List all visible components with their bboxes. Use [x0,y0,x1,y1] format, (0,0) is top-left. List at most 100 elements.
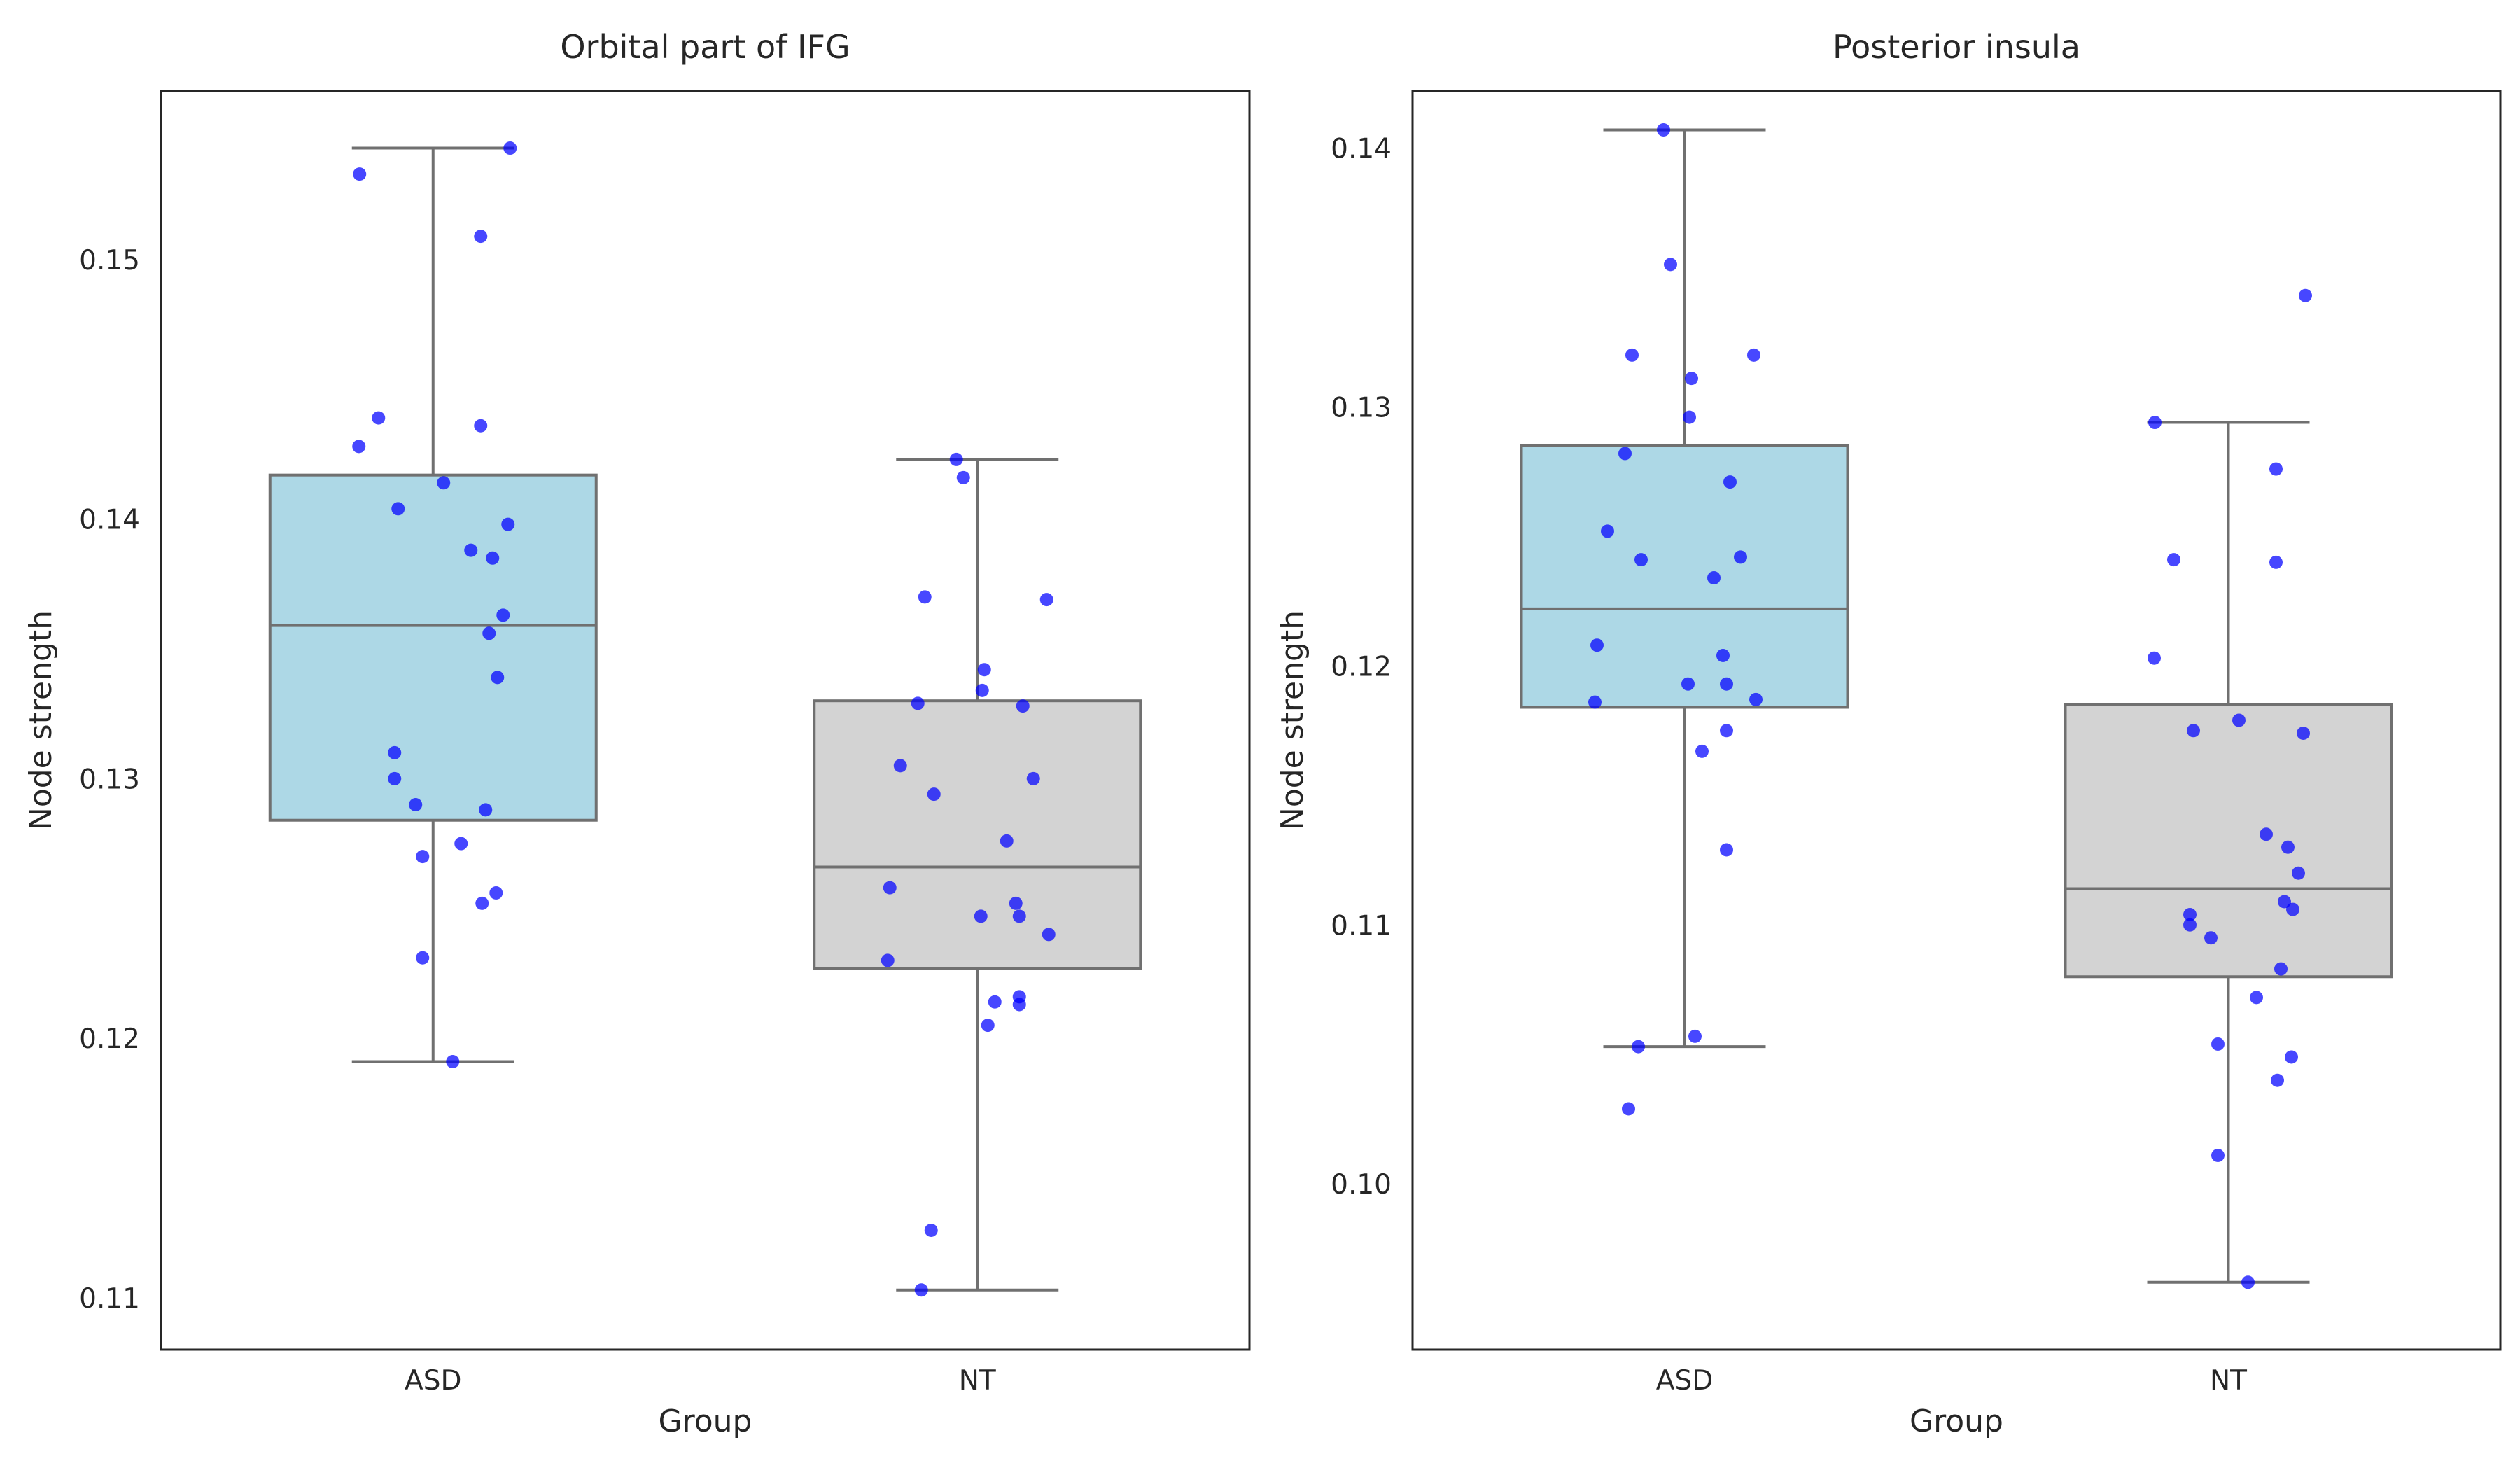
box-nt [813,699,1142,970]
data-point [2269,555,2283,569]
box-nt [2064,703,2393,979]
data-point [1026,771,1040,785]
data-point [2278,895,2291,909]
data-point [1040,593,1054,607]
data-point [2211,1149,2225,1163]
data-point [1625,348,1639,362]
data-point [1681,677,1695,691]
y-tick-label: 0.15 [79,245,140,276]
data-point [2292,866,2305,880]
x-tick-label: NT [2210,1365,2247,1396]
data-point [974,909,988,923]
data-point [975,683,989,697]
y-tick-label: 0.11 [79,1283,140,1315]
data-point [1622,1102,1635,1116]
data-point [1664,258,1677,272]
data-point [2250,990,2263,1004]
data-point [2281,840,2295,854]
data-point [924,1223,938,1237]
data-point [883,881,897,895]
data-point [1685,372,1698,386]
x-axis-label: Group [1910,1404,2003,1439]
x-tick-label: ASD [1656,1365,1713,1396]
data-point [1634,553,1648,567]
data-point [372,411,386,425]
data-point [2269,462,2283,476]
data-point [911,696,925,710]
box-asd [1520,444,1849,709]
data-point [2274,962,2288,976]
data-point [1695,744,1709,758]
x-tick-label: NT [959,1365,996,1396]
y-tick-label: 0.14 [1331,133,1392,164]
data-point [486,551,500,565]
data-point [1632,1040,1645,1054]
data-point [2187,724,2200,738]
data-point [2183,907,2197,921]
data-point [2260,827,2273,841]
data-point [949,452,963,466]
data-point [1012,909,1026,923]
y-axis-label: Node strength [1275,610,1310,830]
data-point [1009,896,1023,910]
data-point [1588,695,1602,709]
data-point [1618,447,1632,461]
data-point [489,886,503,900]
data-point [1749,692,1763,706]
data-point [1707,571,1721,585]
box-asd [268,473,598,822]
y-tick-label: 0.12 [79,1023,140,1055]
y-axis-label: Node strength [23,610,59,830]
data-point [918,590,932,604]
data-point [2286,902,2300,916]
data-point [2271,1073,2284,1087]
data-point [1000,834,1014,848]
data-point [464,543,478,557]
y-tick-label: 0.14 [79,505,140,536]
data-point [981,1018,995,1032]
data-point [388,746,402,760]
data-point [409,797,423,811]
data-point [416,951,430,965]
plot-frame [160,90,1251,1351]
data-point [1723,475,1737,489]
chart-title: Orbital part of IFG [560,28,850,66]
chart-panel-1: Orbital part of IFG Group Node strength 0.1… [23,28,1251,1439]
data-point [893,759,907,773]
data-point [496,608,510,622]
plot-frame [1411,90,2502,1351]
data-point [977,663,991,677]
data-point [1720,843,1733,857]
data-point [1042,927,1056,941]
data-point [1747,348,1760,362]
y-tick-label: 0.10 [1331,1169,1392,1200]
data-point [437,476,451,490]
data-point [1590,638,1604,652]
data-point [956,470,970,484]
data-point [501,517,515,531]
data-point [2232,713,2246,727]
data-point [1720,724,1733,738]
data-point [2148,651,2161,665]
data-point [416,850,430,864]
data-point [479,803,493,817]
data-point [2297,726,2310,740]
data-point [482,626,496,640]
chart-title: Posterior insula [1833,28,2080,66]
data-point [988,995,1002,1009]
data-point [2211,1037,2225,1051]
data-point [446,1054,460,1068]
data-point [454,836,468,850]
y-tick-label: 0.11 [1331,910,1392,941]
data-point [475,896,489,910]
data-point [927,788,941,802]
data-point [1016,699,1030,713]
data-point [2148,416,2162,430]
data-point [352,440,366,454]
x-tick-label: ASD [405,1365,461,1396]
data-point [1688,1029,1702,1043]
y-tick-label: 0.12 [1331,651,1392,682]
data-point [1720,677,1733,691]
y-tick-label: 0.13 [79,764,140,795]
